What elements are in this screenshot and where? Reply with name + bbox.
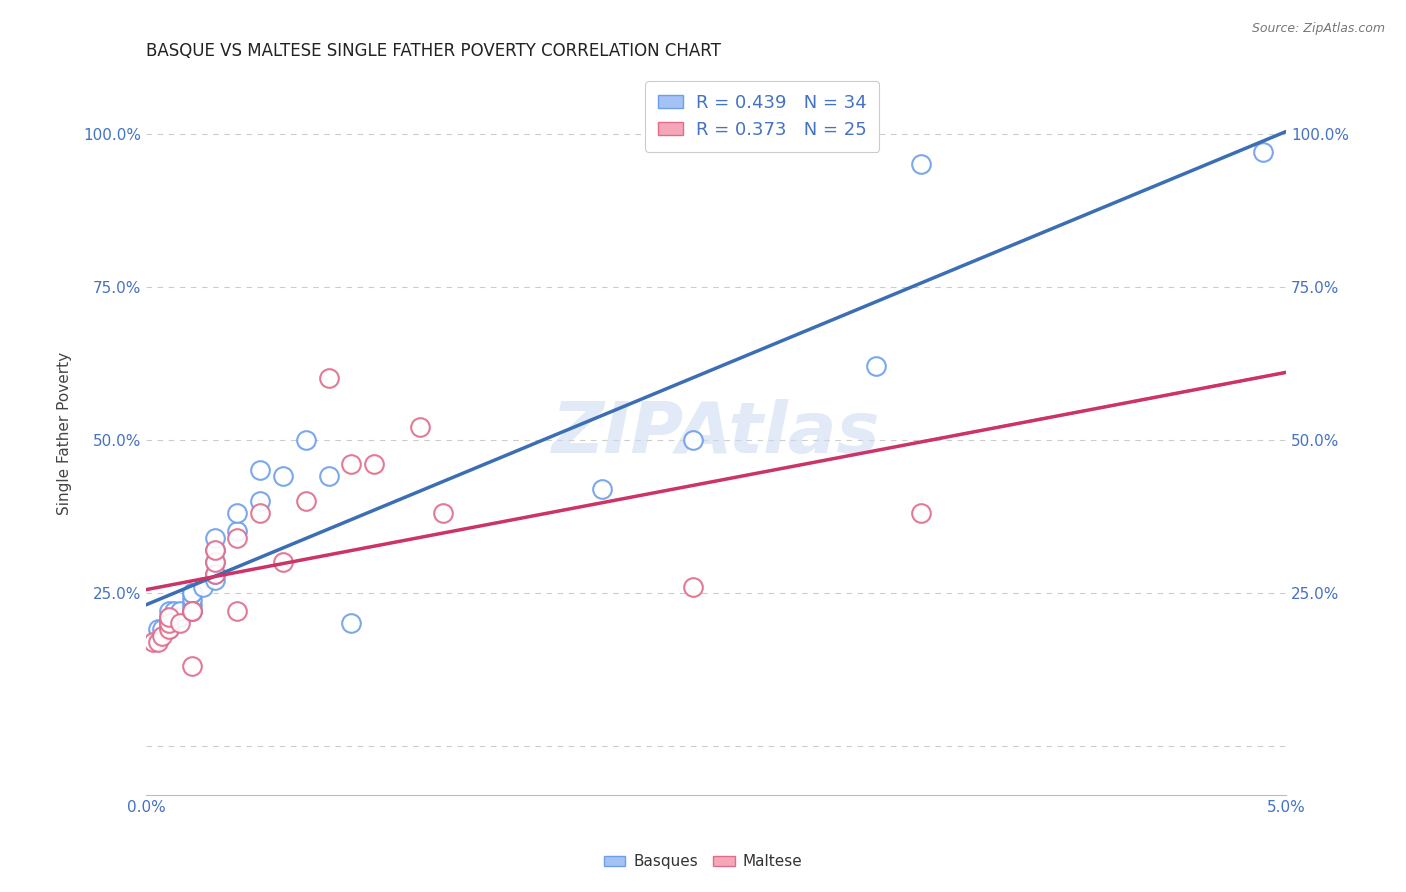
Point — [249, 494, 271, 508]
Point — [432, 506, 454, 520]
Point — [180, 585, 202, 599]
Point — [180, 591, 202, 606]
Point — [226, 524, 249, 539]
Point — [150, 623, 173, 637]
Point — [910, 157, 932, 171]
Point — [157, 610, 180, 624]
Point — [340, 616, 363, 631]
Point — [910, 506, 932, 520]
Point — [226, 531, 249, 545]
Point — [363, 457, 385, 471]
Point — [169, 604, 191, 618]
Point — [142, 634, 165, 648]
Legend: R = 0.439   N = 34, R = 0.373   N = 25: R = 0.439 N = 34, R = 0.373 N = 25 — [645, 81, 879, 152]
Point — [146, 629, 169, 643]
Point — [204, 531, 226, 545]
Text: BASQUE VS MALTESE SINGLE FATHER POVERTY CORRELATION CHART: BASQUE VS MALTESE SINGLE FATHER POVERTY … — [146, 42, 721, 60]
Point — [1251, 145, 1274, 159]
Text: ZIPAtlas: ZIPAtlas — [551, 399, 880, 468]
Point — [204, 555, 226, 569]
Point — [204, 567, 226, 582]
Point — [682, 580, 704, 594]
Point — [191, 580, 214, 594]
Point — [157, 616, 180, 631]
Point — [180, 604, 202, 618]
Point — [226, 604, 249, 618]
Point — [226, 506, 249, 520]
Y-axis label: Single Father Poverty: Single Father Poverty — [58, 352, 72, 515]
Point — [294, 433, 316, 447]
Point — [146, 634, 169, 648]
Text: Source: ZipAtlas.com: Source: ZipAtlas.com — [1251, 22, 1385, 36]
Point — [157, 623, 180, 637]
Point — [591, 482, 613, 496]
Point — [204, 567, 226, 582]
Point — [180, 659, 202, 673]
Point — [682, 433, 704, 447]
Point — [162, 604, 184, 618]
Point — [157, 623, 180, 637]
Point — [204, 574, 226, 588]
Point — [180, 585, 202, 599]
Point — [180, 604, 202, 618]
Point — [271, 469, 294, 483]
Point — [294, 494, 316, 508]
Point — [340, 457, 363, 471]
Point — [150, 629, 173, 643]
Point — [409, 420, 432, 434]
Point — [157, 610, 180, 624]
Point — [169, 610, 191, 624]
Point — [169, 616, 191, 631]
Point — [157, 604, 180, 618]
Point — [180, 598, 202, 612]
Point — [271, 555, 294, 569]
Point — [249, 506, 271, 520]
Point — [204, 542, 226, 557]
Point — [865, 359, 887, 374]
Point — [318, 469, 340, 483]
Point — [180, 604, 202, 618]
Point — [204, 555, 226, 569]
Point — [146, 623, 169, 637]
Point — [157, 616, 180, 631]
Point — [249, 463, 271, 477]
Legend: Basques, Maltese: Basques, Maltese — [598, 848, 808, 875]
Point — [318, 371, 340, 385]
Point — [204, 542, 226, 557]
